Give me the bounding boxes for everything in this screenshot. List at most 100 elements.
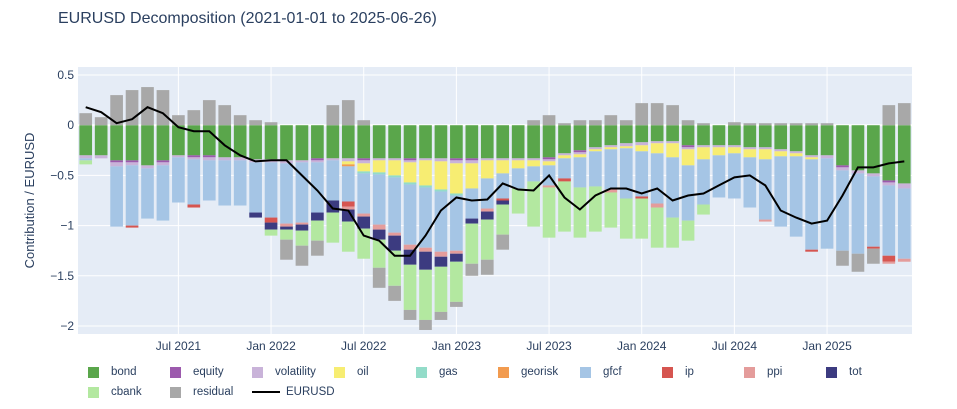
bar-residual <box>619 120 633 126</box>
legend-item-oil[interactable]: oil <box>334 364 369 380</box>
bar-equity <box>202 155 216 158</box>
bar-volatility <box>496 158 510 161</box>
bar-bond <box>743 125 757 148</box>
bar-tot <box>295 224 309 231</box>
bar-cbank <box>558 181 571 232</box>
bar-bond <box>388 125 401 159</box>
bar-oil <box>697 147 710 160</box>
bar-volatility <box>357 160 371 164</box>
bar-residual <box>604 115 618 126</box>
bar-residual <box>419 319 432 330</box>
legend-item-ip[interactable]: ip <box>662 364 694 380</box>
bar-residual <box>573 120 587 126</box>
bar-bond <box>264 125 278 160</box>
bar-bond <box>372 125 386 159</box>
bar-residual <box>728 122 741 126</box>
bar-oil <box>666 143 679 158</box>
bar-gfcf <box>589 151 602 187</box>
bar-oil <box>511 160 525 169</box>
bar-volatility <box>558 153 571 156</box>
bar-gfcf <box>619 148 633 199</box>
bar-gfcf <box>774 156 788 227</box>
bar-equity <box>156 160 170 163</box>
bar-volatility <box>666 141 679 144</box>
bar-tot <box>434 256 448 267</box>
bar-equity <box>882 180 896 183</box>
x-tick-label: Jul 2021 <box>156 339 202 353</box>
bar-volatility <box>743 147 757 150</box>
bar-equity <box>450 158 463 161</box>
bar-cbank <box>311 220 324 241</box>
bar-residual <box>635 103 649 126</box>
bar-ppi <box>280 223 293 227</box>
legend-item-tot[interactable]: tot <box>826 364 862 380</box>
bar-tot <box>403 249 417 265</box>
legend-item-gfcf[interactable]: gfcf <box>580 364 622 380</box>
bar-ppi <box>295 222 309 225</box>
bar-cbank <box>542 187 556 238</box>
bar-bond <box>604 125 618 146</box>
bar-volatility <box>187 157 201 160</box>
bar-oil <box>789 153 803 157</box>
bar-residual <box>110 95 123 126</box>
legend: bond equity volatility oil gas georisk gfcf ip p… <box>88 364 948 404</box>
bar-equity <box>110 160 123 163</box>
bar-residual <box>311 240 324 256</box>
bar-tot <box>357 216 371 229</box>
bar-cbank <box>79 160 93 165</box>
bar-bond <box>233 125 247 158</box>
legend-item-ppi[interactable]: ppi <box>744 364 782 380</box>
x-tick-label: Jan 2024 <box>617 339 667 353</box>
bar-ppi <box>882 261 896 264</box>
bar-gfcf <box>573 157 587 188</box>
legend-item-equity[interactable]: equity <box>170 364 224 380</box>
bar-cbank <box>264 229 278 236</box>
bar-residual <box>295 245 309 266</box>
bar-volatility <box>326 158 340 161</box>
x-tick-label: Jul 2024 <box>712 339 758 353</box>
bar-gfcf <box>419 187 432 248</box>
bar-bond <box>573 125 587 151</box>
bar-bond <box>218 125 232 158</box>
bar-bond <box>635 125 649 143</box>
bar-residual <box>542 115 556 126</box>
bar-bond <box>558 125 571 154</box>
legend-color-swatch <box>334 366 345 378</box>
legend-item-EURUSD[interactable]: EURUSD <box>252 384 335 400</box>
bar-bond <box>156 125 170 161</box>
bar-tot <box>311 212 324 221</box>
bar-gfcf <box>527 166 540 182</box>
bar-equity <box>573 150 587 153</box>
bar-ip <box>187 204 201 208</box>
bar-volatility <box>789 151 803 154</box>
bar-ppi <box>480 208 494 212</box>
bar-ppi <box>372 224 386 230</box>
legend-item-cbank[interactable]: cbank <box>88 384 142 400</box>
legend-item-volatility[interactable]: volatility <box>252 364 316 380</box>
legend-item-georisk[interactable]: georisk <box>498 364 558 380</box>
legend-item-residual[interactable]: residual <box>170 384 233 400</box>
bar-volatility <box>419 158 432 161</box>
bar-equity <box>311 158 324 161</box>
legend-label: ip <box>685 366 694 378</box>
bar-cbank <box>326 212 340 243</box>
bar-bond <box>820 125 834 156</box>
bar-gfcf <box>403 184 417 245</box>
bar-volatility <box>218 157 232 161</box>
legend-item-bond[interactable]: bond <box>88 364 137 380</box>
bar-volatility <box>434 158 448 162</box>
bar-oil <box>681 149 695 166</box>
bar-bond <box>465 125 479 159</box>
legend-item-gas[interactable]: gas <box>416 364 458 380</box>
bar-tot <box>388 235 401 251</box>
bar-bond <box>882 125 896 181</box>
bar-gfcf <box>156 165 170 221</box>
bar-gfcf <box>125 165 139 226</box>
bar-gas <box>388 175 401 178</box>
bar-residual <box>836 250 849 266</box>
bar-volatility <box>650 141 664 144</box>
bar-bond <box>419 125 432 159</box>
bar-gfcf <box>141 168 154 219</box>
bar-gfcf <box>187 159 201 205</box>
y-axis-title: Contribution / EURUSD <box>22 133 37 269</box>
